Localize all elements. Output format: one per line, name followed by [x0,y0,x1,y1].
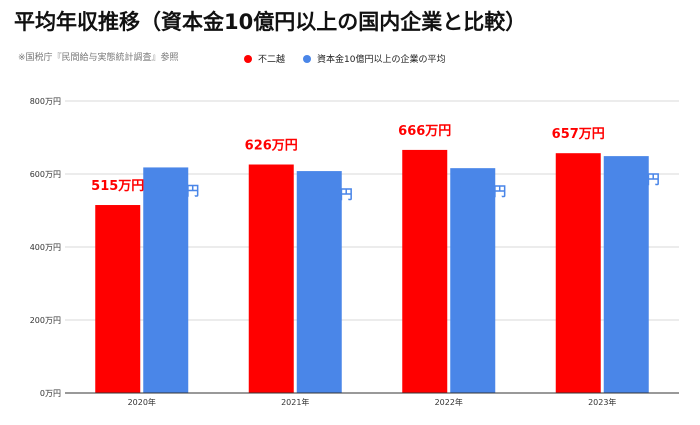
bar-series-2-2020年 [143,167,189,393]
legend-swatch-series-2 [303,54,312,63]
data-label-series-2-2021年: 608万円 [300,188,353,203]
data-label-series-2-2022年: 616万円 [453,185,506,200]
bar-series-2-2022年 [450,168,496,393]
bar-series-1-2021年 [248,164,294,393]
y-tick-label: 800万円 [30,97,61,106]
y-tick-label: 200万円 [30,316,61,325]
legend-item-series-1: 不二越 [244,52,285,65]
bar-series-2-2021年 [296,171,342,393]
source-note: ※国税庁『民間給与実態統計調査』参照 [18,53,179,63]
x-tick-label: 2020年 [128,397,156,407]
y-tick-label: 400万円 [30,243,61,252]
x-tick-label: 2021年 [281,397,309,407]
x-tick-label: 2023年 [588,397,616,407]
y-tick-label: 600万円 [30,170,61,179]
data-label-series-1-2022年: 666万円 [398,124,451,139]
chart-title: 平均年収推移（資本金10億円以上の国内企業と比較） [14,10,527,34]
y-tick-label: 0万円 [40,389,61,398]
bar-series-1-2023年 [555,153,601,393]
legend-swatch-series-1 [244,54,252,63]
bar-series-2-2023年 [603,156,649,393]
bar-series-1-2022年 [402,149,448,393]
data-label-series-2-2023年: 649万円 [607,173,660,188]
x-tick-label: 2022年 [435,397,463,407]
data-label-series-2-2020年: 618万円 [146,184,199,199]
legend-item-series-2: 資本金10億円以上の企業の平均 [303,52,445,65]
legend-label-series-2: 資本金10億円以上の企業の平均 [317,55,446,65]
data-label-series-1-2023年: 657万円 [552,127,605,142]
legend: 不二越 資本金10億円以上の企業の平均 [244,52,463,65]
legend-label-series-1: 不二越 [258,55,286,65]
data-label-series-1-2020年: 515万円 [91,179,144,194]
data-label-series-1-2021年: 626万円 [245,139,298,154]
bar-series-1-2020年 [95,205,141,393]
